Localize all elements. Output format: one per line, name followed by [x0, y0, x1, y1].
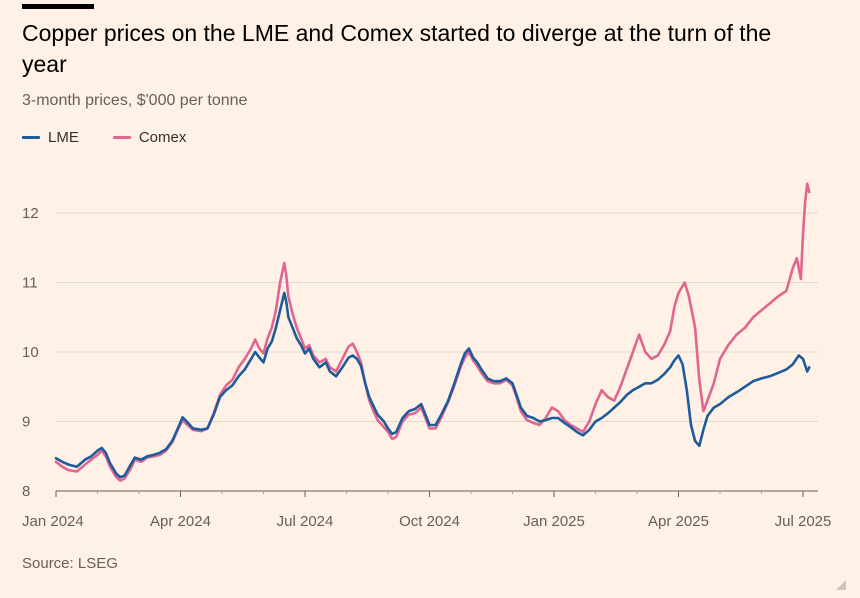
- y-tick-label: 10: [22, 344, 39, 361]
- legend-item-comex: Comex: [112, 129, 187, 146]
- y-tick-label: 12: [22, 205, 39, 222]
- x-tick-label: Apr 2025: [648, 513, 709, 530]
- series-line-comex: [54, 182, 811, 482]
- legend-swatch-lme: [22, 136, 40, 139]
- x-tick-label: Jul 2025: [775, 513, 832, 530]
- x-tick-label: Jul 2024: [277, 513, 334, 530]
- y-tick-label: 9: [22, 414, 30, 431]
- x-tick-label: Jan 2025: [523, 513, 585, 530]
- resize-grip-icon: [836, 580, 846, 590]
- legend-label-lme: LME: [48, 129, 79, 146]
- x-tick-label: Apr 2024: [150, 513, 211, 530]
- series-line-lme: [54, 291, 811, 479]
- y-tick-label: 11: [22, 275, 38, 292]
- legend-label-comex: Comex: [138, 129, 187, 146]
- legend-swatch-comex: [112, 136, 131, 139]
- x-tick-label: Jan 2024: [22, 513, 84, 530]
- legend: LME Comex: [22, 129, 186, 146]
- legend-item-lme: LME: [22, 129, 79, 146]
- x-tick-label: Oct 2024: [399, 513, 460, 530]
- y-tick-label: 8: [22, 483, 30, 500]
- brand-bar: [22, 4, 94, 9]
- chart-title: Copper prices on the LME and Comex start…: [22, 20, 772, 77]
- source-note: Source: LSEG: [22, 555, 118, 572]
- chart-subtitle: 3-month prices, $'000 per tonne: [22, 92, 248, 109]
